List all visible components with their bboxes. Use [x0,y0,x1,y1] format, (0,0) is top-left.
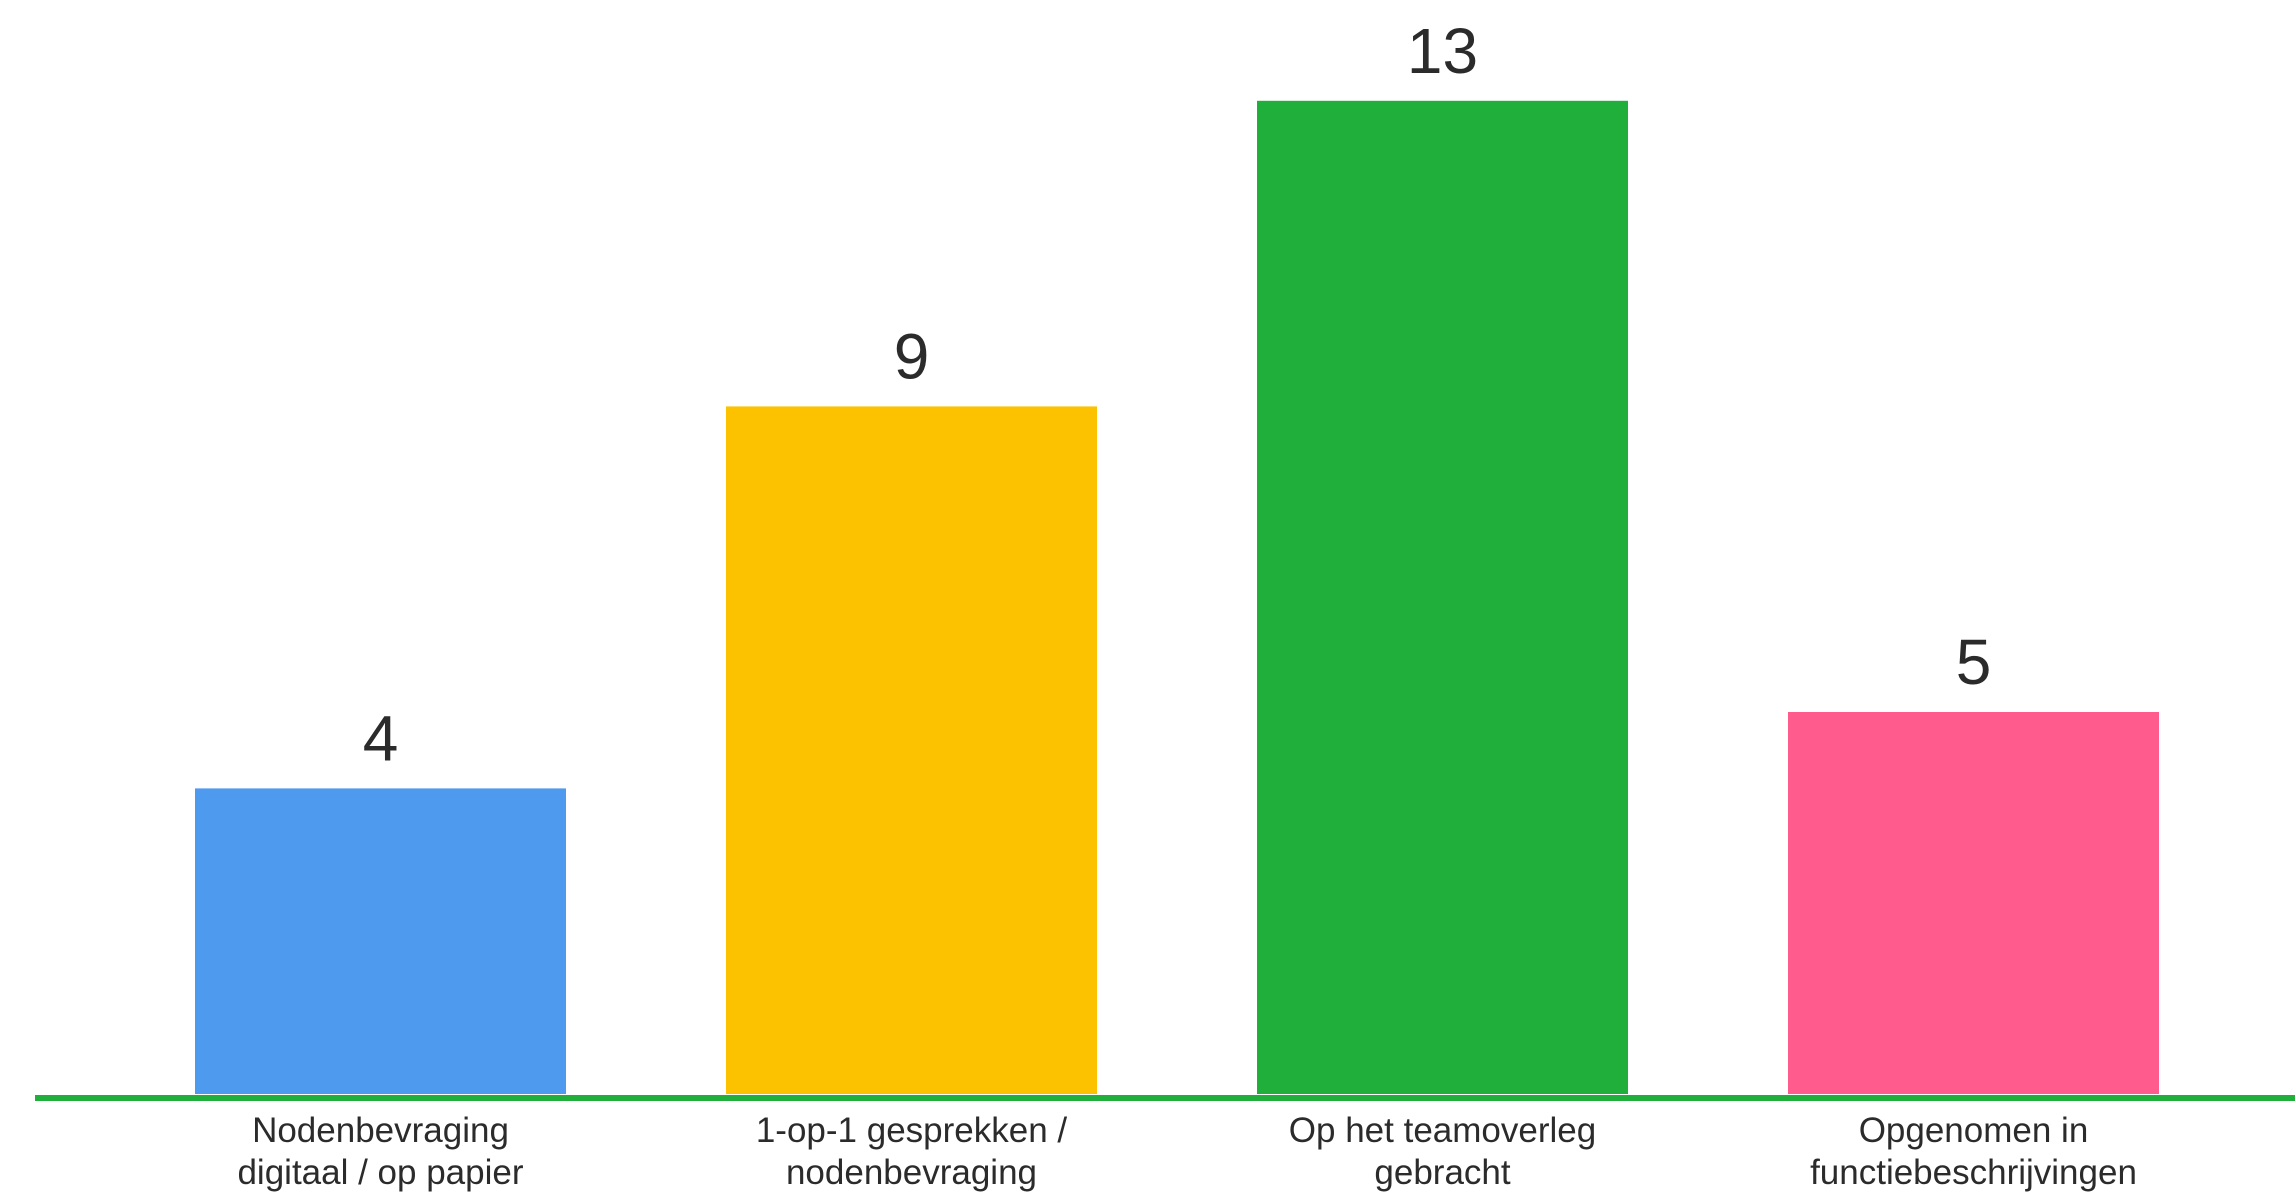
tick-label-2: 1-op-1 gesprekken / nodenbevraging [756,1111,1068,1192]
value-label-2: 9 [894,320,930,392]
value-label-3: 13 [1407,15,1478,87]
bar-2 [726,406,1097,1094]
tick-label-1-line-2: digitaal / op papier [237,1153,523,1192]
bar-1 [195,788,566,1094]
tick-label-1-line-1: Nodenbevraging [252,1111,509,1150]
bar-3 [1257,100,1628,1095]
value-label-4: 5 [1956,626,1992,698]
tick-label-4-line-2: functiebeschrijvingen [1810,1153,2137,1192]
bars-group [195,100,2159,1095]
bar-4 [1788,712,2159,1094]
tick-label-2-line-2: nodenbevraging [786,1153,1037,1192]
tick-labels-group: Nodenbevraging digitaal / op papier 1-op-1… [237,1111,2136,1192]
tick-label-3-line-2: gebracht [1374,1153,1510,1192]
tick-label-2-line-1: 1-op-1 gesprekken / [756,1111,1068,1150]
tick-label-1: Nodenbevraging digitaal / op papier [237,1111,523,1192]
tick-label-4-line-1: Opgenomen in [1859,1111,2089,1150]
tick-label-4: Opgenomen in functiebeschrijvingen [1810,1111,2137,1192]
value-labels-group: 4 9 13 5 [363,15,1992,775]
value-label-1: 4 [363,702,399,774]
tick-label-3-line-1: Op het teamoverleg [1289,1111,1596,1150]
tick-label-3: Op het teamoverleg gebracht [1289,1111,1596,1192]
